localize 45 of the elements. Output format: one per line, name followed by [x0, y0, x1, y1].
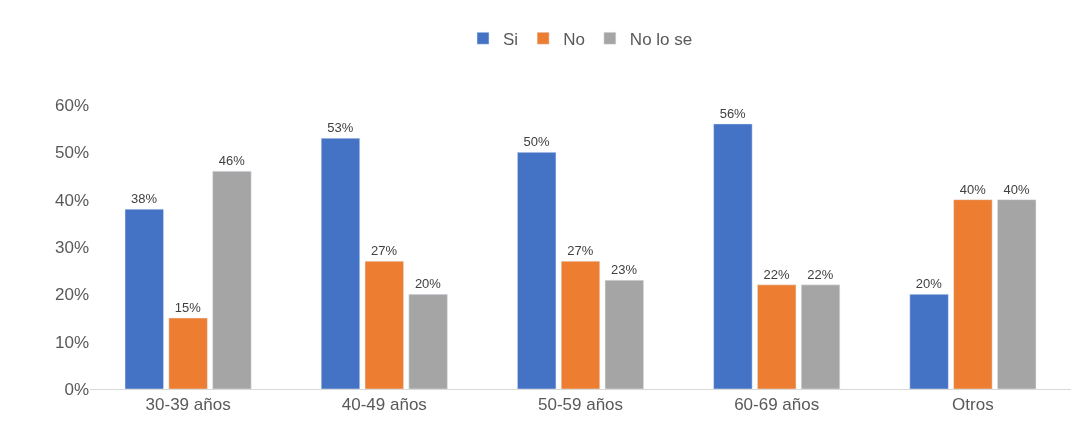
bar [560, 260, 601, 389]
bar [408, 294, 448, 389]
data-label: 22% [763, 266, 790, 282]
bar [212, 171, 252, 389]
data-label: 40% [959, 181, 987, 197]
data-label: 15% [174, 300, 202, 315]
bar [757, 284, 797, 389]
data-label: 20% [915, 276, 943, 292]
y-tick-label: 0% [64, 379, 89, 399]
data-label: 53% [327, 120, 354, 136]
y-tick-label: 40% [54, 190, 89, 210]
y-tick-label: 20% [54, 285, 89, 305]
bar [517, 152, 557, 389]
bar [909, 294, 949, 389]
bar [997, 199, 1037, 389]
x-tick-label: 50-59 años [537, 395, 624, 415]
data-label: 27% [371, 243, 398, 259]
data-label: 46% [218, 153, 246, 169]
bar [124, 208, 164, 389]
bar [604, 279, 644, 389]
legend-label: No [563, 29, 585, 49]
legend-label: Si [503, 29, 519, 49]
data-label: 23% [611, 262, 638, 278]
data-label: 22% [807, 266, 834, 282]
x-tick-label: 30-39 años [145, 395, 231, 415]
bar [320, 137, 361, 389]
data-label: 56% [719, 105, 747, 121]
bar [364, 260, 404, 389]
bar [800, 284, 841, 389]
bar [713, 123, 753, 389]
x-tick-label: 40-49 años [341, 395, 427, 415]
x-tick-label: Otros [952, 395, 994, 415]
data-label: 20% [414, 276, 442, 292]
x-tick-label: 60-69 años [734, 395, 820, 415]
y-tick-label: 10% [54, 332, 89, 352]
bar [953, 199, 993, 389]
y-tick-label: 50% [54, 143, 89, 163]
data-label: 50% [523, 134, 550, 150]
data-label: 40% [1003, 181, 1030, 197]
data-label: 38% [131, 191, 158, 207]
y-tick-label: 60% [54, 95, 89, 115]
bar [168, 317, 208, 389]
legend-label: No lo se [629, 29, 693, 49]
data-label: 27% [567, 243, 594, 259]
y-tick-label: 30% [54, 237, 89, 257]
